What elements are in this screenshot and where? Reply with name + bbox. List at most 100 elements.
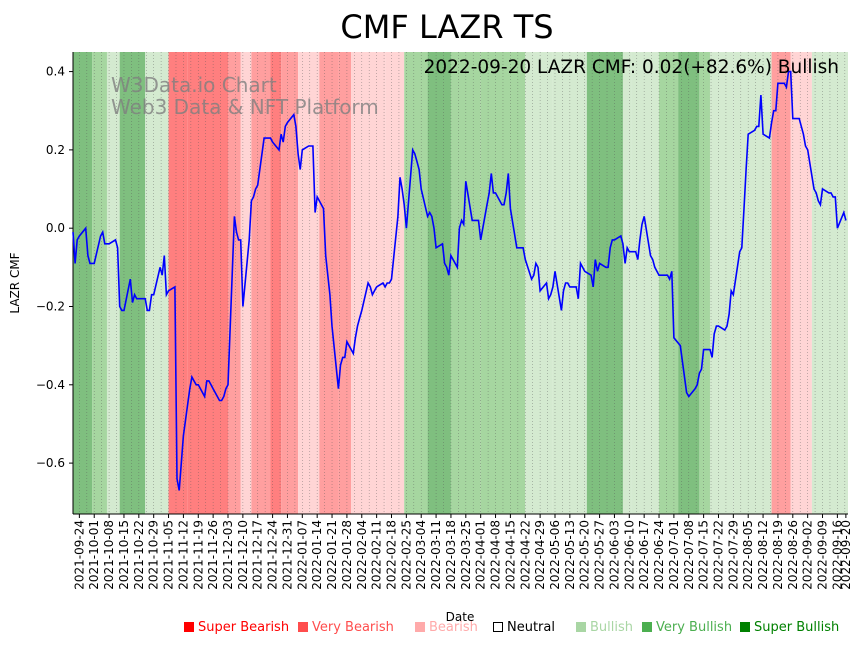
x-tick-label: 2022-09-09 bbox=[816, 520, 830, 590]
legend-label: Super Bearish bbox=[198, 620, 290, 635]
legend-item-neutral: Neutral bbox=[493, 620, 555, 635]
x-tick-label: 2021-12-03 bbox=[221, 520, 235, 590]
band-very-bullish bbox=[699, 52, 710, 514]
x-tick-label: 2022-05-27 bbox=[593, 520, 607, 590]
x-tick-label: 2021-11-05 bbox=[162, 520, 176, 590]
band-bullish bbox=[709, 52, 734, 514]
legend: Super Bearish Very Bearish Bearish Neutr… bbox=[180, 620, 860, 638]
legend-label: Bearish bbox=[429, 620, 478, 635]
band-super-bullish bbox=[119, 52, 146, 514]
x-tick-label: 2022-01-07 bbox=[295, 520, 309, 590]
x-tick-label: 2022-09-16 bbox=[830, 520, 844, 590]
x-tick-label: 2022-07-01 bbox=[667, 520, 681, 590]
x-tick-label: 2022-04-01 bbox=[474, 520, 488, 590]
x-tick-label: 2022-08-26 bbox=[786, 520, 800, 590]
y-tick-label: 0.2 bbox=[46, 143, 65, 157]
legend-item-bullish: Bullish bbox=[576, 620, 633, 635]
band-bearish bbox=[298, 52, 320, 514]
chart-title: CMF LAZR TS bbox=[340, 8, 553, 46]
band-very-bearish bbox=[228, 52, 241, 514]
x-tick-label: 2022-01-14 bbox=[310, 520, 324, 590]
x-tick-label: 2022-03-18 bbox=[444, 520, 458, 590]
x-tick-label: 2022-08-05 bbox=[741, 520, 755, 590]
sentiment-bands bbox=[73, 52, 848, 514]
y-tick-label: −0.6 bbox=[36, 456, 65, 470]
x-tick-label: 2022-01-21 bbox=[325, 520, 339, 590]
x-tick-label: 2022-02-18 bbox=[384, 520, 398, 590]
x-tick-label: 2021-12-31 bbox=[280, 520, 294, 590]
x-tick-label: 2021-10-15 bbox=[117, 520, 131, 590]
x-ticks: 2021-09-24 2021-10-01 2021-10-08 2021-10-15… bbox=[72, 514, 853, 590]
y-tick-label: −0.2 bbox=[36, 299, 65, 313]
y-axis-label: LAZR CMF bbox=[8, 252, 22, 313]
x-tick-label: 2022-06-10 bbox=[622, 520, 636, 590]
legend-swatch bbox=[415, 622, 425, 632]
band-bearish bbox=[385, 52, 405, 514]
legend-swatch bbox=[576, 622, 586, 632]
band-very-bullish bbox=[404, 52, 428, 514]
legend-item-very-bullish: Very Bullish bbox=[642, 620, 732, 635]
legend-label: Neutral bbox=[507, 620, 555, 635]
legend-item-bearish: Bearish bbox=[415, 620, 478, 635]
x-tick-label: 2021-12-24 bbox=[266, 520, 280, 590]
x-tick-label: 2021-11-19 bbox=[191, 520, 205, 590]
y-tick-label: −0.4 bbox=[36, 378, 65, 392]
x-tick-label: 2022-04-29 bbox=[533, 520, 547, 590]
x-tick-label: 2021-10-08 bbox=[102, 520, 116, 590]
band-bullish bbox=[631, 52, 660, 514]
x-tick-label: 2022-04-15 bbox=[503, 520, 517, 590]
band-very-bearish bbox=[281, 52, 299, 514]
legend-swatch bbox=[740, 622, 750, 632]
x-tick-label: 2022-02-11 bbox=[370, 520, 384, 590]
x-tick-label: 2022-05-13 bbox=[563, 520, 577, 590]
band-bullish bbox=[622, 52, 632, 514]
x-tick-label: 2021-10-29 bbox=[147, 520, 161, 590]
legend-label: Super Bullish bbox=[754, 620, 840, 635]
x-tick-label: 2022-02-25 bbox=[399, 520, 413, 590]
x-tick-label: 2022-01-28 bbox=[340, 520, 354, 590]
band-very-bearish bbox=[771, 52, 791, 514]
x-tick-label: 2022-05-06 bbox=[548, 520, 562, 590]
x-tick-label: 2022-06-03 bbox=[607, 520, 621, 590]
x-tick-label: 2021-12-10 bbox=[236, 520, 250, 590]
x-axis-label: Date bbox=[446, 610, 475, 624]
band-super-bullish bbox=[73, 52, 93, 514]
legend-swatch bbox=[298, 622, 308, 632]
x-tick-label: 2022-04-08 bbox=[489, 520, 503, 590]
band-super-bearish bbox=[187, 52, 228, 514]
band-very-bearish bbox=[251, 52, 271, 514]
x-tick-label: 2022-07-29 bbox=[726, 520, 740, 590]
legend-item-very-bearish: Very Bearish bbox=[298, 620, 394, 635]
legend-item-super-bullish: Super Bullish bbox=[740, 620, 839, 635]
x-tick-label: 2022-06-24 bbox=[652, 520, 666, 590]
y-tick-label: 0.0 bbox=[46, 221, 65, 235]
band-bullish bbox=[733, 52, 772, 514]
band-bullish bbox=[106, 52, 120, 514]
x-tick-label: 2022-03-11 bbox=[429, 520, 443, 590]
x-tick-label: 2022-06-17 bbox=[637, 520, 651, 590]
x-tick-label: 2022-05-20 bbox=[578, 520, 592, 590]
x-tick-label: 2021-12-17 bbox=[251, 520, 265, 590]
x-tick-label: 2021-09-24 bbox=[72, 520, 86, 590]
x-tick-label: 2022-03-25 bbox=[459, 520, 473, 590]
x-tick-label: 2022-03-04 bbox=[414, 520, 428, 590]
y-ticks: 0.4 0.2 0.0 −0.2 −0.4 −0.6 bbox=[36, 65, 73, 470]
band-super-bearish bbox=[168, 52, 188, 514]
cmf-series-line bbox=[72, 70, 847, 491]
chart-annotation: 2022-09-20 LAZR CMF: 0.02(+82.6%) Bullis… bbox=[424, 57, 839, 78]
x-tick-label: 2022-08-12 bbox=[756, 520, 770, 590]
x-tick-label: 2022-07-08 bbox=[682, 520, 696, 590]
legend-swatch bbox=[642, 622, 652, 632]
legend-swatch bbox=[493, 622, 503, 632]
legend-swatch bbox=[184, 622, 194, 632]
legend-label: Very Bearish bbox=[312, 620, 394, 635]
x-tick-label: 2022-09-20 bbox=[839, 520, 853, 590]
watermark-line-2: Web3 Data & NFT Platform bbox=[111, 95, 379, 119]
x-tick-label: 2022-02-04 bbox=[355, 520, 369, 590]
x-tick-label: 2022-07-15 bbox=[697, 520, 711, 590]
band-super-bullish bbox=[427, 52, 451, 514]
x-tick-label: 2022-08-19 bbox=[771, 520, 785, 590]
band-very-bearish bbox=[338, 52, 352, 514]
legend-item-super-bearish: Super Bearish bbox=[184, 620, 289, 635]
